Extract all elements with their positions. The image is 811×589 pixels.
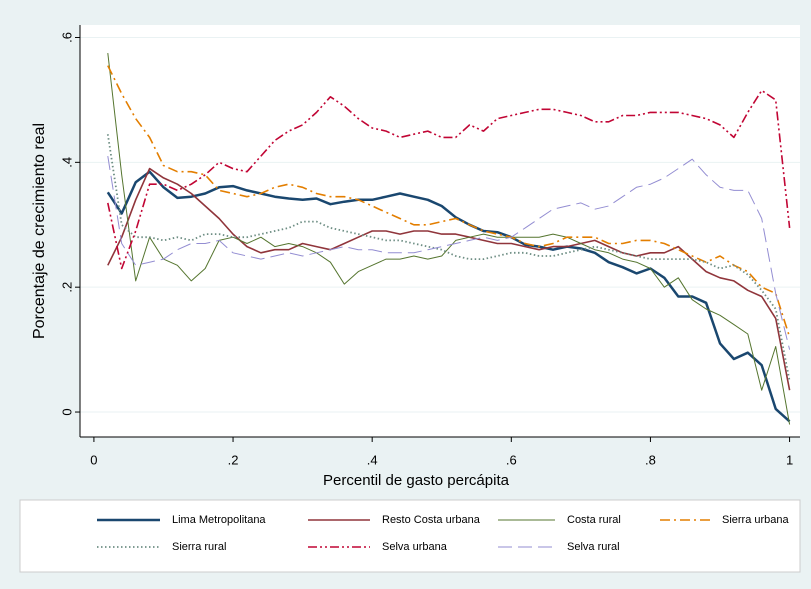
legend-label: Selva urbana — [382, 541, 448, 553]
series-line — [107, 167, 791, 391]
x-tick-label: .6 — [506, 452, 517, 467]
legend-label: Sierra rural — [172, 541, 226, 553]
series-line — [107, 156, 791, 350]
y-tick-label: .2 — [59, 282, 74, 293]
y-tick-label: .4 — [59, 157, 74, 168]
x-tick-label: .8 — [645, 452, 656, 467]
y-axis-title: Porcentaje de crecimiento real — [31, 123, 48, 339]
plot-area — [80, 25, 800, 437]
y-tick-label: 0 — [59, 408, 74, 415]
series-line — [107, 89, 791, 270]
legend-label: Sierra urbana — [722, 514, 790, 526]
x-tick-label: 0 — [90, 452, 97, 467]
legend-label: Lima Metropolitana — [172, 514, 266, 526]
x-tick-label: .2 — [228, 452, 239, 467]
y-tick-label: .6 — [59, 32, 74, 43]
series-line — [106, 134, 791, 381]
x-axis-title: Percentil de gasto percápita — [323, 472, 510, 489]
series-line — [107, 65, 791, 338]
legend-label: Costa rural — [567, 514, 621, 526]
x-tick-label: .4 — [367, 452, 378, 467]
x-tick-label: 1 — [786, 452, 793, 467]
legend-label: Resto Costa urbana — [382, 514, 481, 526]
legend-label: Selva rural — [567, 541, 620, 553]
series-line — [106, 170, 791, 423]
legend-box — [19, 499, 801, 573]
series-line — [107, 53, 791, 425]
